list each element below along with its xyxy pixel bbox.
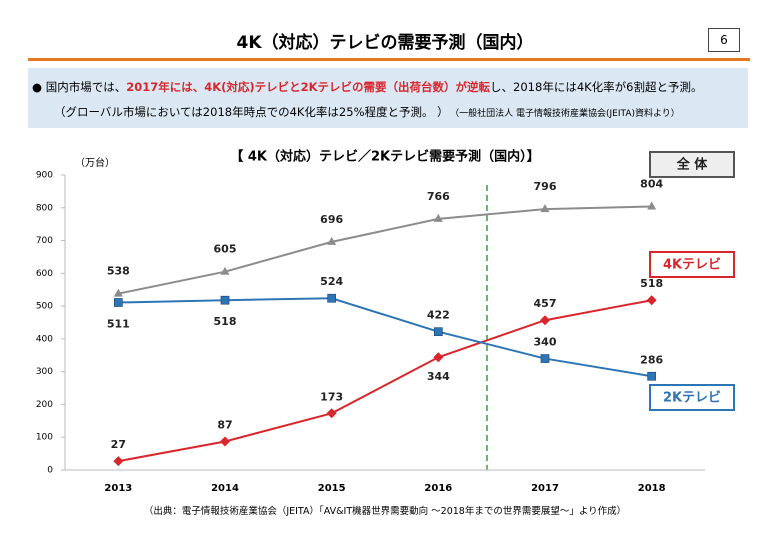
marker xyxy=(113,456,124,467)
y-tick-label: 100 xyxy=(36,433,53,443)
summary-highlight: 2017年には、4K(対応)テレビと2Kテレビの需要（出荷台数）が逆転 xyxy=(126,80,491,94)
data-label: 538 xyxy=(107,265,130,278)
data-label: 518 xyxy=(640,277,663,290)
marker xyxy=(647,201,657,210)
legend-label: 全 体 xyxy=(676,157,709,173)
y-axis-label: （万台） xyxy=(75,156,115,169)
data-label: 344 xyxy=(427,370,450,383)
y-tick-label: 200 xyxy=(36,400,53,410)
marker xyxy=(326,408,337,419)
y-tick-label: 700 xyxy=(36,236,53,246)
marker xyxy=(327,236,337,245)
marker xyxy=(647,371,657,381)
y-tick-label: 600 xyxy=(36,269,53,279)
x-tick-label: 2013 xyxy=(104,483,132,494)
marker xyxy=(540,354,550,363)
data-label: 804 xyxy=(640,177,663,190)
legend-label: 4Kテレビ xyxy=(663,257,721,273)
data-label: 87 xyxy=(217,418,232,431)
x-tick-label: 2016 xyxy=(424,483,452,494)
marker xyxy=(433,213,443,222)
legend-label: 2Kテレビ xyxy=(663,390,721,406)
x-tick-label: 2014 xyxy=(211,483,239,494)
data-label: 511 xyxy=(107,318,130,331)
marker xyxy=(646,295,657,306)
data-label: 524 xyxy=(320,275,343,288)
series-line xyxy=(118,299,652,463)
marker xyxy=(220,436,230,447)
data-label: 796 xyxy=(534,180,557,193)
data-label: 457 xyxy=(534,297,557,310)
y-tick-label: 500 xyxy=(36,302,53,312)
legend-box xyxy=(649,151,735,178)
data-label: 340 xyxy=(534,336,557,349)
note-line: （グローバル市場においては2018年時点での4K化率は25%程度と予測。 ） （一… xyxy=(54,104,744,120)
data-label: 696 xyxy=(320,213,343,226)
marker xyxy=(327,293,337,303)
x-tick-label: 2015 xyxy=(318,483,346,494)
data-label: 173 xyxy=(320,390,343,403)
marker xyxy=(220,295,230,305)
summary-text: し、2018年には4K化率が6割超と予測。 xyxy=(490,80,703,94)
note: （グローバル市場においては2018年時点での4K化率は25%程度と予測。 ） xyxy=(54,105,449,119)
data-label: 766 xyxy=(427,190,450,203)
marker xyxy=(220,266,230,275)
y-tick-label: 0 xyxy=(47,466,53,476)
y-tick-label: 400 xyxy=(36,334,53,344)
data-label: 605 xyxy=(214,243,237,256)
summary-text: 国内市場では、 xyxy=(45,80,127,94)
slide-title: 4K（対応）テレビの需要予測（国内） xyxy=(236,33,534,53)
series-line xyxy=(118,297,652,378)
x-tick-label: 2017 xyxy=(531,483,559,494)
y-tick-label: 800 xyxy=(36,203,53,213)
marker xyxy=(540,315,550,326)
series-line xyxy=(118,205,652,295)
data-label: 27 xyxy=(111,438,126,451)
y-tick-label: 300 xyxy=(36,367,53,377)
marker xyxy=(113,288,123,297)
y-tick-label: 900 xyxy=(36,171,53,181)
title-rule xyxy=(28,58,750,61)
data-label: 286 xyxy=(640,353,663,366)
x-tick-label: 2018 xyxy=(638,483,666,494)
data-label: 518 xyxy=(214,315,237,328)
reference: （一般社団法人 電子情報技術産業協会(JEITA)資料より） xyxy=(454,109,680,119)
summary-box: ● 国内市場では、2017年には、4K(対応)テレビと2Kテレビの需要（出荷台数… xyxy=(28,68,748,128)
summary-line: ● 国内市場では、2017年には、4K(対応)テレビと2Kテレビの需要（出荷台数… xyxy=(32,80,703,94)
data-label: 422 xyxy=(427,309,450,322)
marker xyxy=(433,352,444,363)
legend-box xyxy=(649,384,735,411)
chart-title: 【 4K（対応）テレビ／2Kテレビ需要予測（国内）】 xyxy=(230,149,539,165)
legend-box xyxy=(649,251,735,278)
marker xyxy=(540,204,550,213)
marker xyxy=(433,327,443,337)
page-number: 6 xyxy=(708,28,740,52)
marker xyxy=(113,298,123,307)
source: （出典：電子情報技術産業協会（JEITA）「AV&IT機器世界需要動向 ～201… xyxy=(143,506,627,517)
